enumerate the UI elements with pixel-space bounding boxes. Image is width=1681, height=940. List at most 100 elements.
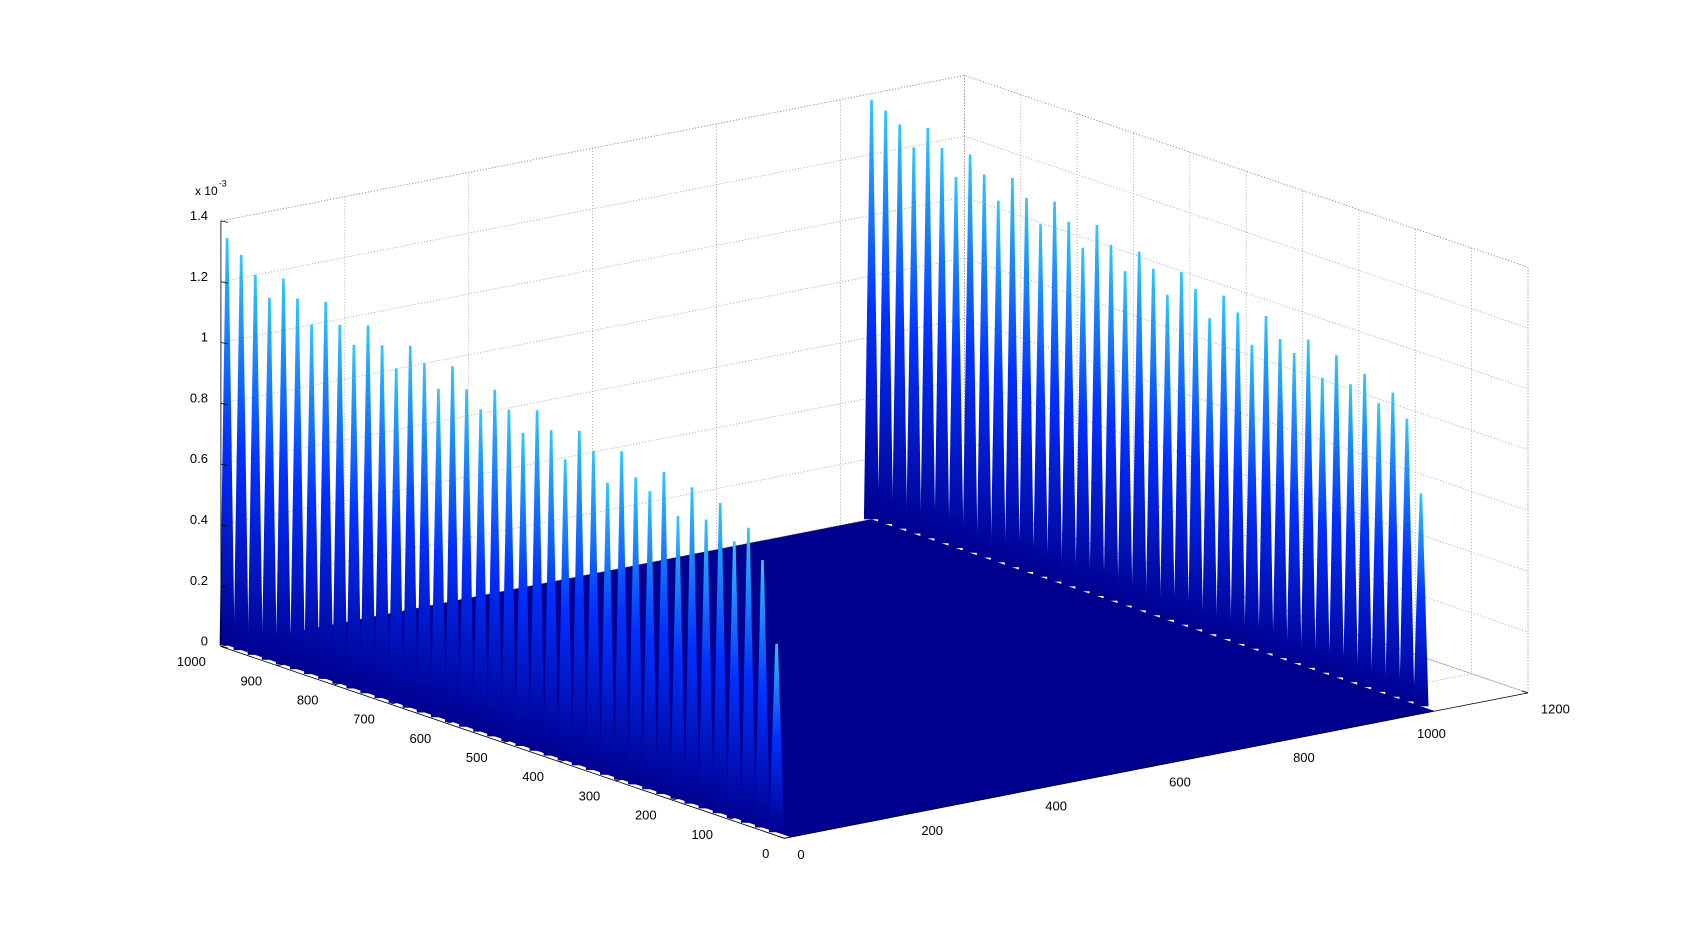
grid-line <box>220 196 1529 390</box>
surface-spike <box>473 409 489 732</box>
surface-spike <box>261 297 277 660</box>
surface-spike <box>529 410 545 751</box>
y-tick <box>558 759 567 763</box>
grid-line <box>220 74 1529 268</box>
z-tick-label: 1.2 <box>190 269 208 284</box>
surface-spike <box>1230 312 1246 644</box>
surface-spike <box>1272 339 1288 659</box>
surface-spike <box>1173 272 1189 625</box>
surface-spike <box>247 274 263 655</box>
y-tick <box>389 702 398 705</box>
x-tick <box>1150 763 1157 766</box>
x-tick <box>778 835 785 839</box>
surface-spike <box>740 527 756 823</box>
surface-spike <box>318 301 334 679</box>
surface-spike <box>934 148 950 544</box>
surface-spike <box>754 560 770 828</box>
surface-spike <box>430 388 446 718</box>
surface-spike <box>642 491 658 790</box>
surface-spike <box>501 409 517 742</box>
y-tick <box>446 721 454 724</box>
z-tick <box>220 463 228 467</box>
surface-spike <box>1413 493 1429 707</box>
surface-spike <box>487 389 503 737</box>
surface-spike <box>1328 355 1344 678</box>
surface-spike <box>445 366 461 722</box>
surface-spike <box>1004 178 1020 568</box>
y-tick <box>502 740 510 743</box>
y-tick <box>784 836 792 839</box>
surface-spike <box>863 99 879 520</box>
z-multiplier: x 10 <box>195 184 218 198</box>
surface-spike <box>656 471 672 794</box>
z-exponent: -3 <box>219 179 227 189</box>
z-tick <box>220 646 228 649</box>
surface-spike <box>1188 289 1204 630</box>
surface-spike <box>1300 339 1316 668</box>
surface-spike <box>1286 353 1302 664</box>
surface-spike <box>1357 373 1373 688</box>
surface-spike <box>290 298 306 670</box>
surface-spike <box>1117 271 1133 606</box>
surface-spike <box>1258 316 1274 654</box>
surface-spike <box>459 389 475 727</box>
surface-spike <box>1244 344 1260 649</box>
surface-spike <box>1018 198 1034 572</box>
surface-spike <box>1216 295 1232 640</box>
surface-spike <box>976 174 992 558</box>
grid-line <box>220 135 1529 329</box>
x-tick <box>902 811 909 815</box>
surface-spike <box>1047 201 1063 582</box>
z-tick <box>220 342 228 345</box>
y-tick-label: 700 <box>353 712 375 727</box>
surface-spike <box>388 368 404 703</box>
surface-spike <box>878 110 894 524</box>
y-tick <box>333 683 341 686</box>
x-tick-label: 400 <box>1045 799 1067 814</box>
surface-spike <box>1385 392 1401 697</box>
surface-spike <box>614 451 630 780</box>
y-tick-label: 600 <box>410 731 432 746</box>
z-tick-label: 1.4 <box>190 208 208 223</box>
y-tick-label: 200 <box>635 808 657 823</box>
x-tick-label: 200 <box>921 823 943 838</box>
grid-line <box>220 257 1529 451</box>
y-tick <box>277 663 285 667</box>
surface-spike <box>1202 318 1218 635</box>
y-tick-label: 900 <box>240 673 262 688</box>
y-tick-label: 400 <box>522 769 544 784</box>
x-tick <box>1274 738 1281 742</box>
surface-spike <box>1033 224 1049 577</box>
x-tick-label: 0 <box>797 847 804 862</box>
surface-spike <box>1343 384 1359 683</box>
surface-spike <box>1061 221 1077 587</box>
y-tick-label: 300 <box>579 788 601 803</box>
surface-spike <box>1131 251 1147 611</box>
surface-spike <box>1371 403 1387 692</box>
surface-spike <box>1089 225 1105 596</box>
x-tick-label: 800 <box>1293 750 1315 765</box>
surface-spike <box>1103 245 1119 601</box>
surface-spike <box>304 324 320 675</box>
surface-spike <box>920 128 936 539</box>
surface-spike <box>416 362 432 713</box>
surface-spike <box>374 345 390 699</box>
z-tick <box>220 524 228 527</box>
surface-spike <box>628 477 644 785</box>
surface-spike <box>712 503 728 814</box>
y-tick-label: 500 <box>466 750 488 765</box>
z-tick-label: 0.4 <box>190 512 208 527</box>
surface-spike <box>346 344 362 689</box>
surface-spike <box>275 278 291 665</box>
x-tick <box>1026 787 1033 791</box>
surface-spike <box>360 325 376 694</box>
surface-spike <box>571 430 587 766</box>
surface-spike <box>515 432 531 746</box>
surface-spike <box>990 200 1006 563</box>
surface-spike <box>585 450 601 770</box>
surface-spike <box>1399 418 1415 702</box>
surface-spike <box>1159 294 1175 620</box>
surface-spike <box>906 147 922 534</box>
z-tick-label: 1 <box>201 330 208 345</box>
